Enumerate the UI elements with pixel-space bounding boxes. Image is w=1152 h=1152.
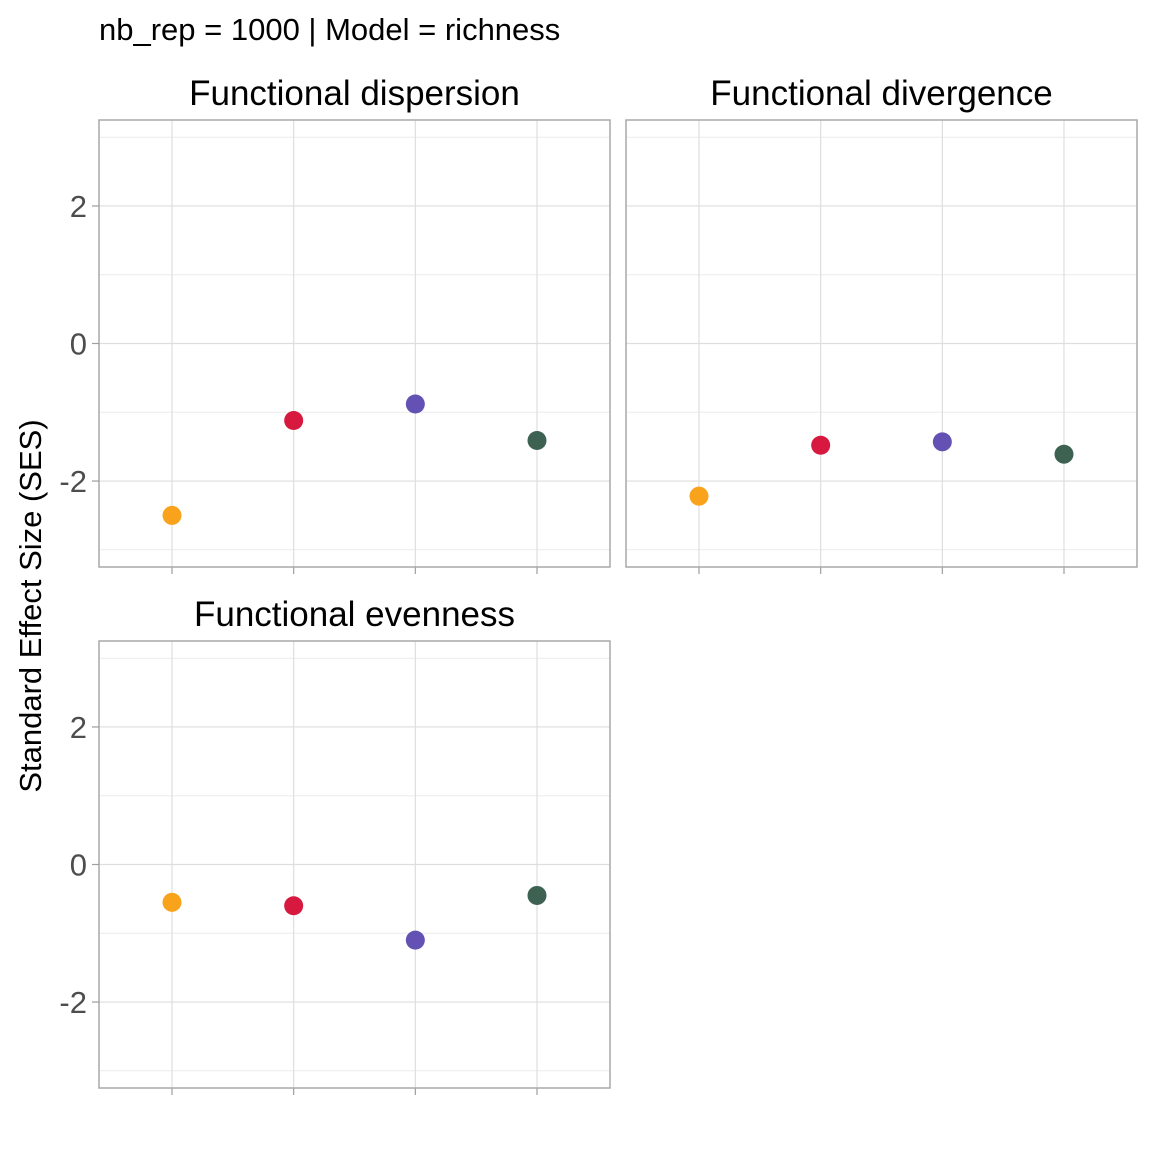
data-point bbox=[689, 486, 709, 506]
data-point bbox=[1054, 444, 1074, 464]
y-tick-label: 0 bbox=[70, 848, 87, 883]
data-point bbox=[932, 432, 952, 452]
facet-panel: Functional divergence bbox=[625, 74, 1138, 574]
facet-title: Functional dispersion bbox=[189, 74, 520, 113]
y-axis-label: Standard Effect Size (SES) bbox=[13, 419, 48, 792]
chart-title: nb_rep = 1000 | Model = richness bbox=[99, 12, 560, 47]
data-point bbox=[284, 896, 304, 916]
data-point bbox=[162, 505, 182, 525]
facet-title: Functional divergence bbox=[710, 74, 1052, 113]
data-point bbox=[162, 892, 182, 912]
facet-panel: 2 0 -2 Functional dispersion bbox=[59, 74, 611, 574]
facet-panels: 2 0 -2 Functional dispersion Functional dive… bbox=[59, 74, 1138, 1095]
y-tick-label: -2 bbox=[59, 464, 87, 499]
data-point bbox=[405, 930, 425, 950]
data-point bbox=[284, 411, 304, 431]
data-point bbox=[405, 394, 425, 414]
data-point bbox=[527, 885, 547, 905]
y-tick-label: -2 bbox=[59, 985, 87, 1020]
data-point bbox=[527, 430, 547, 450]
y-tick-label: 0 bbox=[70, 327, 87, 362]
panel-border bbox=[625, 119, 1138, 568]
y-tick-label: 2 bbox=[70, 710, 87, 745]
facet-title: Functional evenness bbox=[194, 595, 515, 634]
y-tick-label: 2 bbox=[70, 189, 87, 224]
facet-panel: 2 0 -2 Functional evenness bbox=[59, 595, 611, 1095]
data-point bbox=[811, 435, 831, 455]
